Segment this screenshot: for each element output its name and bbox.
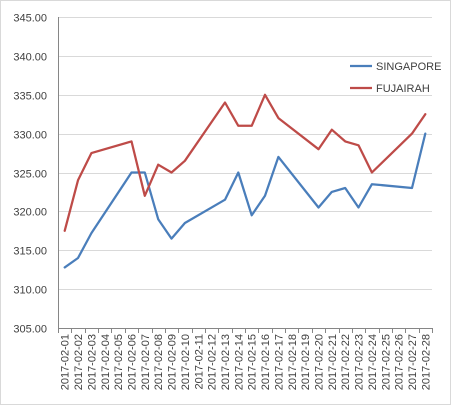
y-tick-label: 320.00	[13, 207, 47, 219]
x-tick-label: 2017-02-28	[420, 334, 432, 390]
y-tick-label: 330.00	[13, 130, 47, 142]
y-tick-label: 310.00	[13, 285, 47, 297]
x-tick-label: 2017-02-24	[367, 334, 379, 390]
x-tick-label: 2017-02-05	[113, 334, 125, 390]
x-tick-label: 2017-02-03	[86, 334, 98, 390]
x-tick-label: 2017-02-15	[247, 334, 259, 390]
x-tick-label: 2017-02-17	[273, 334, 285, 390]
x-tick-label: 2017-02-01	[60, 334, 72, 390]
x-tick-label: 2017-02-10	[180, 334, 192, 390]
x-tick-label: 2017-02-13	[220, 334, 232, 390]
legend-label-singapore: SINGAPORE	[376, 61, 441, 73]
x-tick-label: 2017-02-16	[260, 334, 272, 390]
y-tick-label: 340.00	[13, 52, 47, 64]
y-tick-label: 345.00	[13, 13, 47, 25]
series-line-fujairah	[63, 93, 427, 232]
y-tick-label: 305.00	[13, 324, 47, 336]
x-tick-label: 2017-02-26	[394, 334, 406, 390]
series-line-singapore	[63, 132, 427, 269]
x-tick-label: 2017-02-14	[233, 334, 245, 390]
x-tick-label: 2017-02-25	[380, 334, 392, 390]
x-tick-label: 2017-02-04	[100, 334, 112, 390]
x-tick-label: 2017-02-11	[193, 334, 205, 389]
y-tick-label: 335.00	[13, 91, 47, 103]
x-tick-label: 2017-02-19	[300, 334, 312, 390]
x-tick-label: 2017-02-07	[140, 334, 152, 390]
x-tick-label: 2017-02-27	[407, 334, 419, 390]
x-tick-label: 2017-02-09	[167, 334, 179, 390]
x-tick-label: 2017-02-08	[153, 334, 165, 390]
x-tick-label: 2017-02-12	[207, 334, 219, 390]
x-tick-label: 2017-02-22	[340, 334, 352, 390]
x-tick-label: 2017-02-18	[287, 334, 299, 390]
x-tick-label: 2017-02-23	[354, 334, 366, 390]
x-tick-label: 2017-02-02	[73, 334, 85, 390]
x-tick-label: 2017-02-20	[313, 334, 325, 390]
x-tick-label: 2017-02-06	[126, 334, 138, 390]
x-tick-label: 2017-02-21	[327, 334, 339, 390]
y-tick-label: 325.00	[13, 169, 47, 181]
y-tick-label: 315.00	[13, 246, 47, 258]
legend-label-fujairah: FUJAIRAH	[376, 83, 430, 95]
